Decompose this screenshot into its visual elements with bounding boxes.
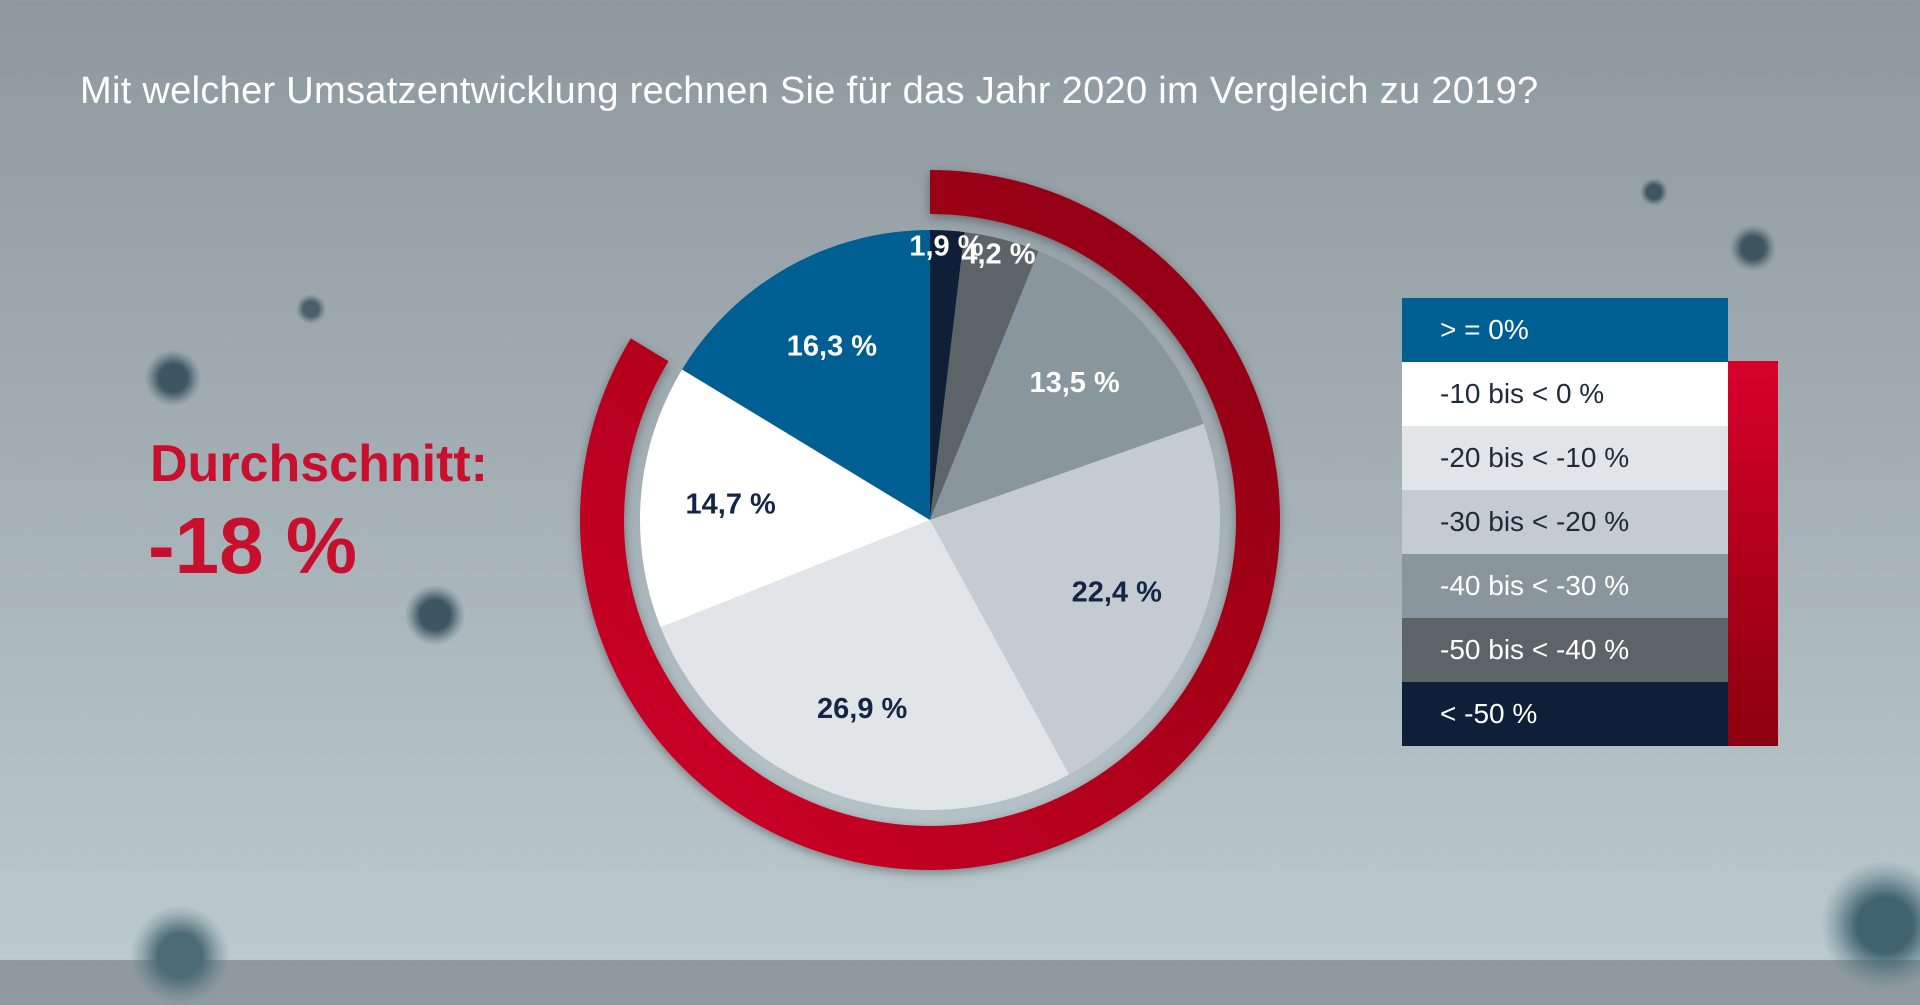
pie-slice bbox=[930, 423, 1220, 775]
chart-title: Mit welcher Umsatzentwicklung rechnen Si… bbox=[80, 70, 1539, 112]
virus-decoration bbox=[405, 585, 465, 645]
virus-decoration bbox=[296, 294, 326, 324]
slice-label: 14,7 % bbox=[686, 488, 776, 520]
legend-item: -20 bis < -10 % bbox=[1402, 426, 1728, 490]
slice-label: 4,2 % bbox=[961, 239, 1035, 271]
average-value: -18 % bbox=[148, 501, 357, 590]
legend-item: -40 bis < -30 % bbox=[1402, 554, 1728, 618]
legend-item: > = 0% bbox=[1402, 298, 1728, 362]
pie-slice bbox=[930, 251, 1204, 521]
virus-decoration bbox=[1640, 178, 1668, 206]
pie-slice bbox=[682, 230, 930, 520]
virus-decoration bbox=[145, 350, 201, 406]
pie-slice bbox=[930, 230, 965, 520]
pie-slice bbox=[930, 232, 1039, 520]
legend-item: < -50 % bbox=[1402, 682, 1728, 746]
pie-slice bbox=[660, 520, 1070, 811]
slice-label: 16,3 % bbox=[787, 331, 877, 363]
slice-label: 13,5 % bbox=[1029, 367, 1119, 399]
slice-label: 22,4 % bbox=[1072, 577, 1162, 609]
legend-item: -10 bis < 0 % bbox=[1402, 362, 1728, 426]
legend: > = 0% -10 bis < 0 % -20 bis < -10 % -30 bi… bbox=[1402, 298, 1728, 746]
pie-slice bbox=[639, 369, 930, 628]
pie-chart: 1,9 %4,2 % 13,5 % 22,4 % 26,9 % 14,7 % 16,3 % bbox=[580, 170, 1280, 870]
legend-item: -30 bis < -20 % bbox=[1402, 490, 1728, 554]
legend-item: -50 bis < -40 % bbox=[1402, 618, 1728, 682]
legend-red-bar bbox=[1728, 361, 1778, 746]
slice-label: 26,9 % bbox=[817, 693, 907, 725]
average-label: Durchschnitt: bbox=[150, 435, 488, 493]
virus-decoration bbox=[1730, 225, 1776, 271]
slice-label: 1,9 % bbox=[909, 230, 983, 262]
